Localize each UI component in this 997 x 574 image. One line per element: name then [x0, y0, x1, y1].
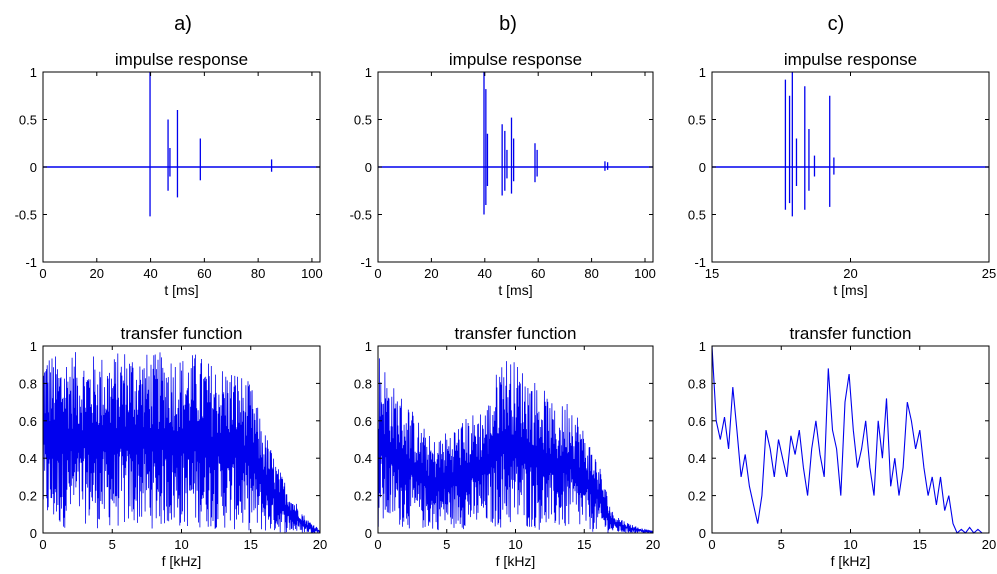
y-tick-label: -1 [694, 255, 706, 270]
x-tick-label: 60 [197, 266, 211, 281]
chart-a-transfer: transfer function f [kHz] 0 5 10 15 20 0 0.2 0.4 0… [19, 324, 327, 569]
series-line [42, 352, 321, 534]
x-tick-label: 20 [843, 266, 857, 281]
x-tick-label: 20 [424, 266, 438, 281]
panel-label-b: b) [499, 13, 517, 35]
x-tick-label: 20 [982, 537, 996, 552]
panel-label-a: a) [174, 13, 192, 35]
series-line [711, 345, 989, 534]
y-tick-label: -1 [25, 255, 37, 270]
y-tick-label: 0.4 [354, 451, 372, 466]
chart-b-transfer: transfer function f [kHz] 0 5 10 15 20 0 0.2 0.4 0… [354, 324, 660, 569]
x-tick-label: 5 [109, 537, 116, 552]
chart-title: impulse response [449, 50, 582, 69]
y-tick-label: 0.4 [19, 451, 37, 466]
x-tick-label: 25 [982, 266, 996, 281]
y-tick-label: 0 [699, 526, 706, 541]
x-tick-label: 5 [778, 537, 785, 552]
x-tick-label: 80 [251, 266, 265, 281]
chart-c-impulse: impulse response t [ms] 15 20 25 1 0.5 0 0.5 -1 [688, 50, 996, 298]
y-tick-label: 1 [699, 339, 706, 354]
y-tick-label: 0.5 [19, 113, 37, 128]
x-tick-label: 10 [843, 537, 857, 552]
chart-title: transfer function [121, 324, 243, 343]
x-tick-label: 80 [584, 266, 598, 281]
x-axis-label: t [ms] [498, 282, 532, 298]
y-tick-label: 0 [699, 160, 706, 175]
x-tick-label: 40 [478, 266, 492, 281]
y-tick-label: 0.2 [354, 489, 372, 504]
y-tick-label: 0.5 [354, 113, 372, 128]
x-tick-label: 0 [374, 266, 381, 281]
x-axis-label: f [kHz] [162, 553, 202, 569]
x-axis-label: t [ms] [833, 282, 867, 298]
y-tick-label: -0.5 [15, 208, 37, 223]
y-tick-label: 0 [30, 526, 37, 541]
y-tick-label: 0.8 [19, 376, 37, 391]
y-tick-label: -1 [360, 255, 372, 270]
panel-label-c: c) [828, 13, 845, 35]
y-tick-label: 1 [30, 339, 37, 354]
x-tick-label: 20 [90, 266, 104, 281]
y-tick-label: 0.2 [19, 489, 37, 504]
y-tick-label: 1 [365, 339, 372, 354]
x-tick-label: 15 [577, 537, 591, 552]
y-tick-label: 0.8 [354, 376, 372, 391]
x-tick-label: 20 [646, 537, 660, 552]
x-tick-label: 15 [913, 537, 927, 552]
x-axis-label: f [kHz] [496, 553, 536, 569]
y-tick-label: 1 [30, 65, 37, 80]
y-tick-label: 0.2 [688, 489, 706, 504]
x-tick-label: 100 [634, 266, 656, 281]
x-tick-label: 20 [313, 537, 327, 552]
x-tick-label: 15 [705, 266, 719, 281]
x-tick-label: 100 [301, 266, 323, 281]
x-tick-label: 10 [508, 537, 522, 552]
y-tick-label: 0 [30, 160, 37, 175]
y-tick-label: 1 [365, 65, 372, 80]
series-line [377, 358, 654, 534]
y-tick-label: 0 [365, 160, 372, 175]
y-tick-label: 0.6 [19, 414, 37, 429]
y-tick-label: 0.6 [688, 414, 706, 429]
y-tick-label: 1 [699, 65, 706, 80]
chart-title: impulse response [784, 50, 917, 69]
x-tick-label: 60 [531, 266, 545, 281]
x-tick-label: 0 [708, 537, 715, 552]
x-tick-label: 0 [39, 266, 46, 281]
y-tick-label: 0.5 [688, 208, 706, 223]
x-tick-label: 10 [174, 537, 188, 552]
y-tick-label: -0.5 [350, 208, 372, 223]
x-tick-label: 0 [39, 537, 46, 552]
x-axis-label: f [kHz] [831, 553, 871, 569]
x-tick-label: 5 [443, 537, 450, 552]
x-axis-label: t [ms] [164, 282, 198, 298]
y-tick-label: 0.6 [354, 414, 372, 429]
y-tick-label: 0.5 [688, 113, 706, 128]
chart-title: transfer function [455, 324, 577, 343]
chart-title: transfer function [790, 324, 912, 343]
chart-title: impulse response [115, 50, 248, 69]
y-tick-label: 0.8 [688, 376, 706, 391]
x-tick-label: 0 [374, 537, 381, 552]
y-tick-label: 0 [365, 526, 372, 541]
chart-c-transfer: transfer function f [kHz] 0 5 10 15 20 0 0.2 0.4 0… [688, 324, 996, 569]
x-tick-label: 40 [143, 266, 157, 281]
y-tick-label: 0.4 [688, 451, 706, 466]
x-tick-label: 15 [244, 537, 258, 552]
